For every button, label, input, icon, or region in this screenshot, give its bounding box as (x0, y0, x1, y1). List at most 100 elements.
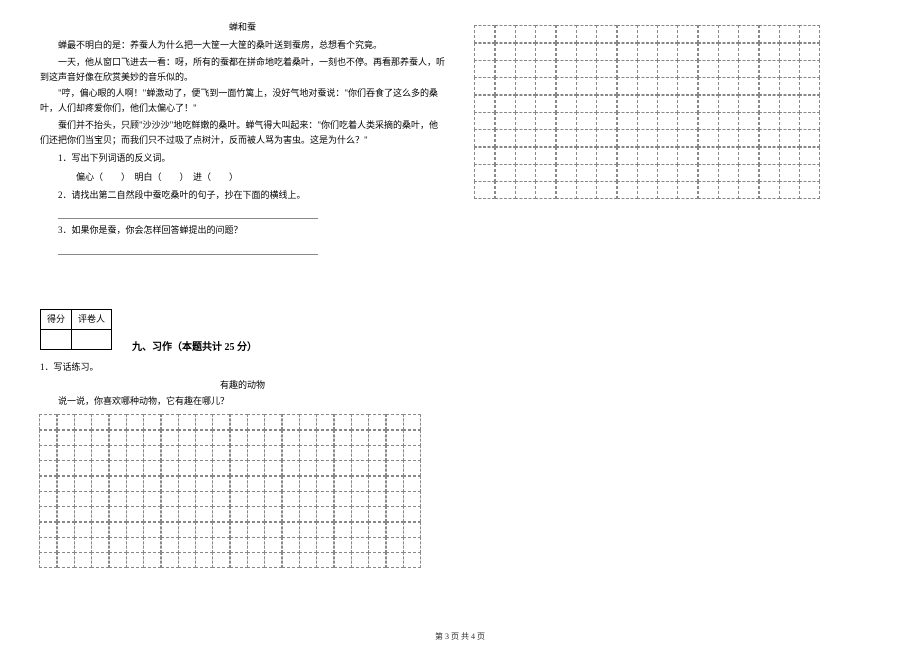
grid-cell (109, 522, 127, 538)
grid-cell (247, 430, 265, 446)
grid-cell (264, 522, 282, 538)
grid-cell (474, 95, 495, 113)
grid-cell (403, 506, 421, 522)
grid-cell (386, 445, 404, 461)
grid-cell (677, 147, 698, 165)
grid-cell (247, 476, 265, 492)
grid-cell (299, 491, 317, 507)
grid-cell (495, 181, 516, 199)
grid-cell (495, 25, 516, 43)
grid-cell (91, 522, 109, 538)
grid-cell (247, 414, 265, 430)
grid-cell (264, 552, 282, 568)
grid-cell (230, 430, 248, 446)
grid-cell (212, 430, 230, 446)
grid-cell (351, 552, 369, 568)
grid-cell (556, 77, 577, 95)
grid-cell (474, 147, 495, 165)
grid-cell (74, 537, 92, 553)
grid-cell (698, 95, 719, 113)
grid-cell (230, 506, 248, 522)
grid-cell (178, 460, 196, 476)
grid-cell (779, 112, 800, 130)
grid-cell (515, 60, 536, 78)
grid-cell (264, 445, 282, 461)
grid-cell (299, 506, 317, 522)
grid-cell (698, 164, 719, 182)
grid-cell (316, 460, 334, 476)
grid-cell (334, 552, 352, 568)
grid-cell (334, 445, 352, 461)
grid-cell (495, 43, 516, 61)
grid-cell (474, 129, 495, 147)
grid-cell (109, 552, 127, 568)
grid-cell (535, 60, 556, 78)
grid-cell (195, 537, 213, 553)
answer-line (58, 243, 318, 255)
grid-cell (515, 25, 536, 43)
grid-cell (143, 491, 161, 507)
grid-cell (161, 460, 179, 476)
grid-cell (178, 476, 196, 492)
grid-cell (57, 522, 75, 538)
grid-cell (161, 414, 179, 430)
grid-cell (759, 112, 780, 130)
grid-cell (299, 414, 317, 430)
grid-cell (230, 460, 248, 476)
grid-cell (264, 460, 282, 476)
grid-cell (39, 476, 57, 492)
grid-cell (799, 147, 820, 165)
grid-cell (677, 25, 698, 43)
grid-cell (556, 43, 577, 61)
grid-cell (799, 25, 820, 43)
grid-cell (759, 43, 780, 61)
grid-cell (386, 522, 404, 538)
passage-title: 蝉和蚕 (40, 20, 445, 35)
grid-cell (334, 430, 352, 446)
grid-cell (91, 460, 109, 476)
passage-p3: "哼，偏心眼的人啊！"蝉激动了，便飞到一面竹篱上，没好气地对蚕说："你们吞食了这… (40, 86, 445, 117)
grid-cell (143, 537, 161, 553)
grid-cell (495, 112, 516, 130)
grid-cell (759, 60, 780, 78)
grid-cell (39, 414, 57, 430)
grid-cell (779, 77, 800, 95)
grid-cell (91, 430, 109, 446)
grid-cell (617, 43, 638, 61)
grid-cell (109, 445, 127, 461)
grid-cell (657, 147, 678, 165)
grid-cell (74, 460, 92, 476)
grid-cell (403, 445, 421, 461)
grid-cell (637, 164, 658, 182)
grid-cell (57, 476, 75, 492)
grid-cell (698, 77, 719, 95)
grid-cell (738, 60, 759, 78)
grid-cell (230, 476, 248, 492)
grid-cell (178, 537, 196, 553)
grid-cell (617, 181, 638, 199)
grid-cell (495, 77, 516, 95)
grid-cell (738, 77, 759, 95)
grid-cell (264, 414, 282, 430)
grid-cell (74, 506, 92, 522)
grid-cell (403, 414, 421, 430)
grid-cell (91, 476, 109, 492)
grid-cell (39, 460, 57, 476)
grid-cell (91, 537, 109, 553)
grid-cell (677, 77, 698, 95)
grid-cell (637, 95, 658, 113)
grid-cell (556, 129, 577, 147)
grid-cell (738, 164, 759, 182)
grid-cell (282, 506, 300, 522)
grid-cell (759, 25, 780, 43)
grid-cell (351, 460, 369, 476)
grid-cell (195, 445, 213, 461)
grid-cell (576, 181, 597, 199)
grid-cell (299, 430, 317, 446)
grid-cell (759, 181, 780, 199)
grid-cell (799, 60, 820, 78)
grid-cell (596, 147, 617, 165)
writing-grid-right (475, 26, 880, 199)
grid-cell (677, 95, 698, 113)
grid-cell (779, 129, 800, 147)
